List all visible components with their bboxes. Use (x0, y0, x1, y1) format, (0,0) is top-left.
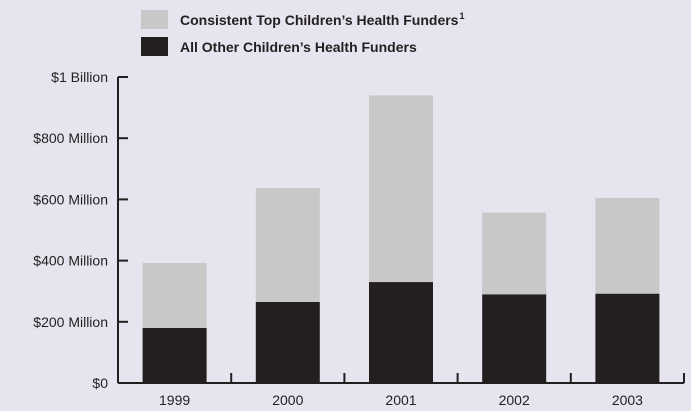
x-tick-label: 2003 (612, 392, 643, 408)
bar-1999-series-1 (142, 263, 207, 328)
legend-swatch (141, 37, 168, 56)
legend-label: Consistent Top Children’s Health Funders… (180, 11, 464, 28)
x-tick-label: 2002 (499, 392, 530, 408)
y-tick-label: $400 Million (33, 253, 108, 269)
bar-2003-series-0 (595, 293, 660, 383)
bar-2001-series-0 (369, 282, 433, 383)
legend-footnote-marker: 1 (459, 11, 464, 21)
y-tick-label: $200 Million (33, 314, 108, 330)
bar-2002-series-0 (482, 294, 547, 383)
x-tick-label: 1999 (159, 392, 190, 408)
x-tick-label: 2001 (385, 392, 416, 408)
bar-2003-series-1 (595, 197, 660, 294)
legend-swatch (141, 10, 168, 29)
y-tick-label: $800 Million (33, 130, 108, 146)
bar-1999-series-0 (142, 327, 207, 383)
bar-2002-series-1 (482, 212, 547, 295)
bars-group (142, 95, 660, 383)
y-tick-label: $0 (92, 375, 108, 391)
y-tick-label: $600 Million (33, 191, 108, 207)
legend-label-text: All Other Children’s Health Funders (180, 39, 417, 55)
y-tick-label: $1 Billion (51, 69, 108, 85)
x-tick-label: 2000 (272, 392, 303, 408)
legend-label-text: Consistent Top Children’s Health Funders (180, 12, 459, 28)
bar-2000-series-0 (255, 301, 320, 383)
bar-2001-series-1 (369, 95, 433, 283)
bar-2000-series-1 (255, 188, 320, 302)
axes-group: $0 $200 Million $400 Million $600 Million $8… (33, 69, 685, 408)
legend: Consistent Top Children’s Health Funders… (141, 10, 464, 56)
legend-label: All Other Children’s Health Funders (180, 39, 417, 55)
